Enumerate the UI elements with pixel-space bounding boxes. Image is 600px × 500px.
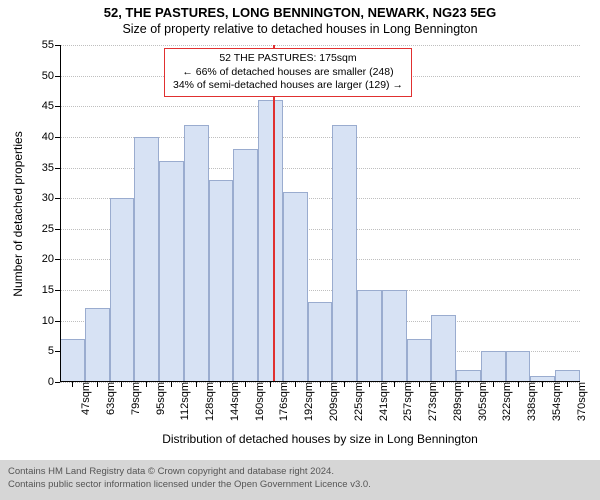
x-tick-label: 192sqm <box>295 382 315 421</box>
histogram-bar <box>506 351 531 382</box>
x-tick-label: 63sqm <box>97 382 117 415</box>
x-tick-label: 273sqm <box>419 382 439 421</box>
histogram-bar <box>357 290 382 382</box>
histogram-bar <box>308 302 333 382</box>
footer-line-2: Contains public sector information licen… <box>8 479 592 492</box>
x-axis-line <box>60 381 580 382</box>
x-axis-label: Distribution of detached houses by size … <box>60 432 580 446</box>
chart-title-main: 52, THE PASTURES, LONG BENNINGTON, NEWAR… <box>0 5 600 20</box>
chart-container: 52, THE PASTURES, LONG BENNINGTON, NEWAR… <box>0 0 600 500</box>
annotation-box: 52 THE PASTURES: 175sqm← 66% of detached… <box>164 48 412 97</box>
histogram-bar <box>407 339 432 382</box>
histogram-bar <box>184 125 209 382</box>
chart-title-sub: Size of property relative to detached ho… <box>0 22 600 36</box>
x-tick-label: 112sqm <box>171 382 191 420</box>
histogram-bar <box>258 100 283 382</box>
x-tick-label: 354sqm <box>543 382 563 421</box>
x-tick-label: 289sqm <box>444 382 464 421</box>
histogram-bar <box>134 137 159 382</box>
y-axis-label: Number of detached properties <box>11 131 25 296</box>
histogram-bar <box>110 198 135 382</box>
histogram-bar <box>382 290 407 382</box>
gridline <box>60 45 580 46</box>
x-tick-label: 160sqm <box>246 382 266 421</box>
x-tick-label: 176sqm <box>270 382 290 421</box>
x-tick-label: 128sqm <box>196 382 216 421</box>
x-tick-label: 257sqm <box>394 382 414 421</box>
annotation-line: 34% of semi-detached houses are larger (… <box>173 79 403 93</box>
x-tick-label: 305sqm <box>469 382 489 421</box>
histogram-bar <box>283 192 308 382</box>
annotation-line: 52 THE PASTURES: 175sqm <box>173 52 403 66</box>
x-tick-label: 225sqm <box>345 382 365 421</box>
histogram-bar <box>60 339 85 382</box>
footer-credit: Contains HM Land Registry data © Crown c… <box>0 460 600 500</box>
x-tick-label: 241sqm <box>370 382 390 421</box>
x-tick-label: 322sqm <box>493 382 513 421</box>
histogram-bar <box>159 161 184 382</box>
histogram-bar <box>85 308 110 382</box>
histogram-bar <box>332 125 357 382</box>
x-tick-label: 144sqm <box>221 382 241 421</box>
footer-line-1: Contains HM Land Registry data © Crown c… <box>8 466 592 479</box>
annotation-line: ← 66% of detached houses are smaller (24… <box>173 66 403 80</box>
gridline <box>60 106 580 107</box>
x-tick-label: 338sqm <box>518 382 538 421</box>
histogram-bar <box>233 149 258 382</box>
x-tick-label: 79sqm <box>122 382 142 415</box>
y-axis-line <box>60 45 61 382</box>
y-tick-mark <box>55 382 60 383</box>
x-tick-label: 370sqm <box>568 382 588 421</box>
histogram-bar <box>431 315 456 382</box>
y-axis-label-wrap: Number of detached properties <box>0 45 60 382</box>
histogram-bar <box>481 351 506 382</box>
histogram-bar <box>209 180 234 382</box>
x-tick-label: 95sqm <box>147 382 167 415</box>
plot-area: 051015202530354045505547sqm63sqm79sqm95s… <box>60 45 580 382</box>
x-tick-label: 47sqm <box>72 382 92 415</box>
x-tick-label: 209sqm <box>320 382 340 421</box>
